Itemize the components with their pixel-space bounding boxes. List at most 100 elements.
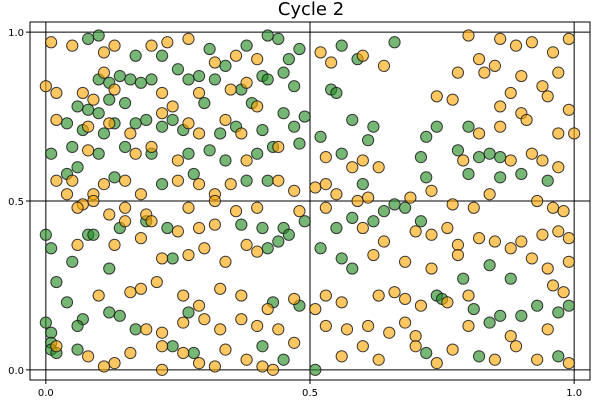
data-point: [97, 66, 111, 79]
data-point: [155, 252, 169, 265]
data-point: [214, 323, 227, 336]
data-point: [87, 194, 100, 208]
data-point: [531, 194, 544, 208]
data-point: [66, 140, 79, 154]
data-point: [483, 316, 496, 329]
data-point: [298, 110, 311, 123]
data-point: [504, 154, 517, 167]
data-point: [71, 201, 84, 214]
data-point: [224, 83, 237, 96]
data-point: [39, 80, 52, 93]
data-point: [335, 147, 348, 160]
data-point: [309, 363, 322, 376]
data-point: [192, 357, 206, 370]
data-point: [103, 306, 116, 319]
data-point: [488, 353, 502, 366]
data-point: [82, 350, 95, 363]
data-point: [483, 188, 496, 201]
data-point: [504, 242, 517, 255]
data-point: [192, 86, 206, 100]
data-point: [441, 296, 454, 309]
data-point: [288, 292, 301, 306]
data-point: [187, 167, 200, 181]
data-point: [272, 32, 285, 45]
data-point: [478, 66, 491, 79]
data-point: [182, 147, 195, 160]
data-point: [208, 194, 222, 208]
data-point: [219, 59, 232, 73]
data-point: [182, 32, 195, 45]
data-point: [92, 107, 105, 120]
data-point: [377, 59, 391, 73]
data-point: [240, 174, 253, 187]
data-point: [277, 353, 290, 366]
data-point: [118, 174, 132, 187]
data-point: [414, 215, 428, 228]
axes: 0.0 0.5 1.0 0.0 0.5 1.0: [8, 28, 582, 399]
data-point: [425, 184, 438, 197]
data-point: [288, 80, 301, 93]
data-point: [472, 350, 486, 363]
data-point: [525, 252, 538, 265]
grid: [30, 22, 590, 380]
data-point: [71, 161, 84, 174]
data-point: [150, 275, 163, 289]
data-point: [494, 32, 507, 45]
data-point: [314, 46, 327, 59]
data-point: [383, 326, 396, 339]
data-point: [256, 340, 269, 353]
data-point: [60, 117, 74, 130]
data-point: [462, 319, 475, 333]
data-point: [39, 228, 52, 241]
data-point: [356, 178, 369, 191]
data-point: [330, 188, 343, 201]
data-point: [45, 36, 58, 49]
x-tick-label: 1.0: [566, 388, 582, 399]
data-point: [446, 343, 459, 356]
data-point: [214, 282, 227, 295]
data-point: [39, 316, 52, 329]
data-point: [108, 39, 121, 52]
data-point: [145, 39, 158, 52]
data-point: [97, 178, 111, 191]
data-point: [208, 73, 222, 86]
data-point: [45, 147, 58, 160]
data-point: [240, 238, 253, 252]
data-point: [562, 103, 575, 116]
data-point: [161, 36, 174, 49]
data-point: [155, 326, 169, 339]
data-point: [420, 346, 433, 360]
data-point: [97, 360, 111, 373]
data-point: [82, 144, 95, 157]
data-point: [536, 154, 549, 167]
data-point: [155, 363, 169, 376]
data-point: [192, 221, 206, 235]
data-point: [155, 178, 169, 191]
data-point: [219, 113, 232, 127]
data-point: [282, 53, 295, 66]
data-point: [462, 29, 475, 42]
x-tick-label: 0.5: [302, 388, 318, 399]
data-point: [288, 336, 301, 349]
data-point: [562, 299, 575, 312]
data-point: [531, 299, 544, 312]
data-point: [108, 83, 121, 96]
data-point: [446, 198, 459, 211]
data-point: [319, 289, 332, 302]
data-point: [272, 235, 285, 248]
data-point: [261, 174, 274, 187]
data-point: [261, 73, 274, 86]
data-point: [240, 76, 253, 89]
data-point: [208, 56, 222, 69]
data-point: [129, 147, 142, 160]
data-point: [367, 120, 380, 133]
data-point: [536, 80, 549, 93]
data-point: [103, 208, 116, 221]
data-point: [82, 103, 95, 116]
data-point: [166, 113, 179, 127]
data-point: [192, 299, 206, 312]
data-point: [356, 221, 369, 235]
data-point: [552, 66, 565, 79]
data-point: [282, 228, 295, 241]
data-point: [288, 184, 301, 197]
